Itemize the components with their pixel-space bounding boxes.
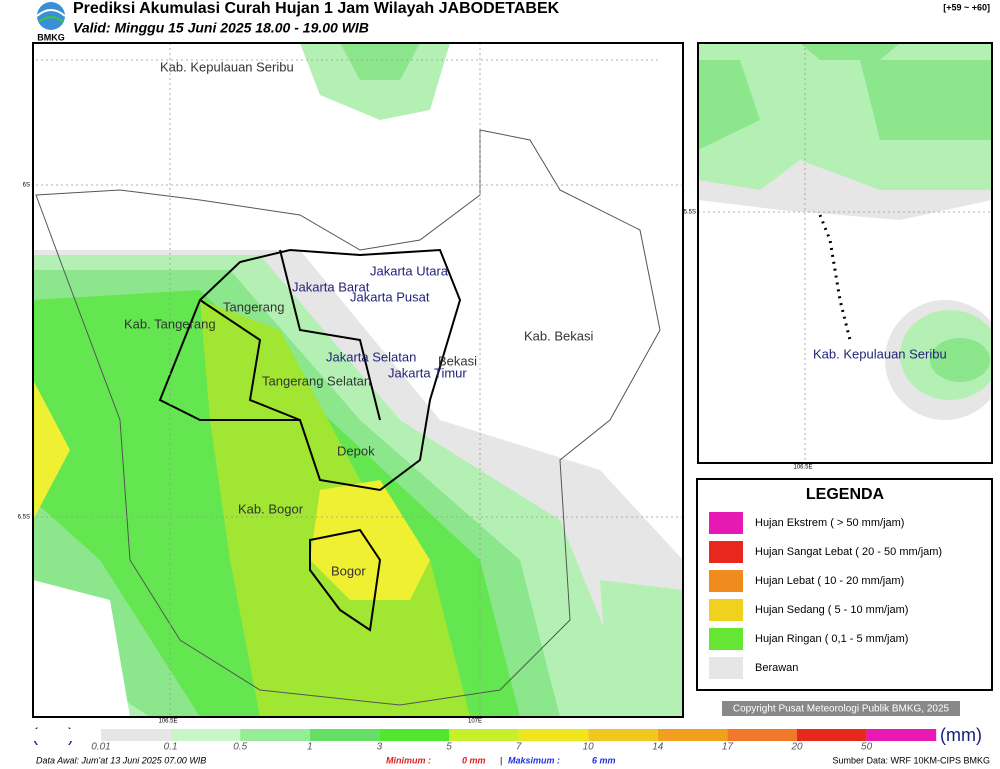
- colorbar-segment: [518, 729, 589, 741]
- colorbar-segment: [727, 729, 797, 741]
- region-label: Jakarta Timur: [388, 365, 467, 380]
- legend: LEGENDA Hujan Ekstrem ( > 50 mm/jam) Huja…: [696, 478, 993, 691]
- region-label: Tangerang Selatan: [262, 373, 371, 388]
- legend-swatch: [709, 628, 743, 650]
- lat-tick: 6S: [23, 183, 30, 189]
- colorbar-label: 3: [377, 742, 383, 753]
- legend-swatch: [709, 570, 743, 592]
- region-label: Kab. Tangerang: [124, 316, 216, 331]
- separator: |: [500, 755, 502, 765]
- subtitle: Valid: Minggu 15 Juni 2025 18.00 - 19.00…: [73, 20, 369, 36]
- region-label: Kab. Kepulauan Seribu: [160, 59, 294, 74]
- min-value: 0 mm: [462, 755, 486, 765]
- max-value: 6 mm: [592, 755, 616, 765]
- legend-swatch: [709, 541, 743, 563]
- colorbar-segment: [379, 729, 449, 741]
- main-map: Kab. Kepulauan Seribu Jakarta Utara Jaka…: [18, 42, 684, 725]
- legend-item: Hujan Sangat Lebat ( 20 - 50 mm/jam): [755, 546, 942, 558]
- colorbar-label: 0.01: [91, 742, 110, 753]
- region-label: Kab. Bogor: [238, 501, 304, 516]
- logo: BMKG: [36, 2, 66, 42]
- colorbar-segment: [588, 729, 658, 741]
- region-label: Depok: [337, 443, 375, 458]
- colorbar-segment: [33, 729, 101, 741]
- copyright-box: [722, 701, 960, 716]
- colorbar-unit: (mm): [940, 725, 982, 745]
- colorbar-label: 14: [652, 742, 664, 753]
- colorbar-segment: [309, 729, 380, 741]
- colorbar-segment: [797, 729, 867, 741]
- logo-text: BMKG: [37, 32, 65, 42]
- colorbar-label: 10: [583, 742, 595, 753]
- title: Prediksi Akumulasi Curah Hujan 1 Jam Wil…: [73, 0, 560, 17]
- region-label: Tangerang: [223, 299, 284, 314]
- colorbar-segment: [866, 729, 937, 741]
- region-label: Bekasi: [438, 353, 477, 368]
- region-label: Jakarta Barat: [292, 279, 370, 294]
- legend-swatch: [709, 599, 743, 621]
- colorbar-label: 0.5: [233, 742, 247, 753]
- legend-item: Hujan Sedang ( 5 - 10 mm/jam): [755, 604, 908, 616]
- region-label: Jakarta Selatan: [326, 349, 416, 364]
- lon-tick: 106.5E: [793, 465, 812, 471]
- region-label: Bogor: [331, 563, 366, 578]
- region-label: Jakarta Pusat: [350, 289, 430, 304]
- legend-title: LEGENDA: [806, 486, 885, 503]
- legend-swatch: [709, 512, 743, 534]
- colorbar-segment: [657, 729, 728, 741]
- inset-label: Kab. Kepulauan Seribu: [813, 346, 947, 361]
- lon-tick: 107E: [468, 719, 482, 725]
- min-label: Minimum :: [386, 755, 431, 765]
- colorbar-label: 50: [861, 742, 873, 753]
- region-label: Kab. Bekasi: [524, 328, 593, 343]
- legend-swatch: [709, 657, 743, 679]
- lon-tick: 106.5E: [158, 719, 177, 725]
- region-label: Jakarta Utara: [370, 263, 449, 278]
- max-label: Maksimum :: [508, 755, 560, 765]
- colorbar-label: 0.1: [164, 742, 178, 753]
- inset-map: Kab. Kepulauan Seribu 5.5S 106.5E: [684, 42, 993, 471]
- colorbar-label: 17: [722, 742, 734, 753]
- legend-item: Berawan: [755, 662, 798, 674]
- lat-tick: 6.5S: [18, 515, 30, 521]
- colorbar-segment: [170, 729, 241, 741]
- colorbar-label: 20: [790, 742, 803, 753]
- legend-item: Hujan Ekstrem ( > 50 mm/jam): [755, 517, 904, 529]
- colorbar-segment: [449, 729, 519, 741]
- legend-item: Hujan Lebat ( 10 - 20 mm/jam): [755, 575, 904, 587]
- copyright: Copyright Pusat Meteorologi Publik BMKG,…: [733, 704, 950, 715]
- colorbar-label: 1: [307, 742, 313, 753]
- data-initial: Data Awal: Jum'at 13 Juni 2025 07.00 WIB: [36, 755, 206, 765]
- range: [+59 ~ +60]: [943, 2, 990, 12]
- lat-tick: 5.5S: [684, 210, 696, 216]
- colorbar-label: 5: [446, 742, 452, 753]
- colorbar-segment: [240, 729, 310, 741]
- colorbar-label: 7: [516, 742, 522, 753]
- source: Sumber Data: WRF 10KM-CIPS BMKG: [832, 755, 990, 765]
- legend-item: Hujan Ringan ( 0,1 - 5 mm/jam): [755, 633, 908, 645]
- colorbar-segment: [101, 729, 171, 741]
